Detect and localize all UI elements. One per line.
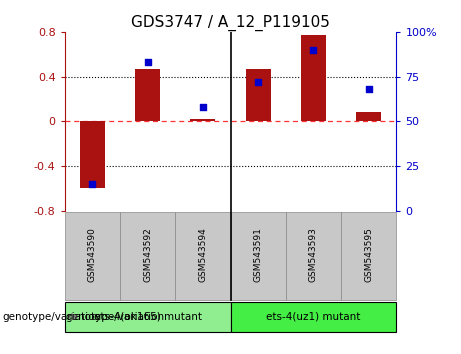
Text: genotype/variation: genotype/variation (2, 312, 101, 322)
Title: GDS3747 / A_12_P119105: GDS3747 / A_12_P119105 (131, 14, 330, 30)
Text: ets-4(ok165) mutant: ets-4(ok165) mutant (94, 312, 201, 322)
Point (89, 181, 96, 187)
Point (199, 104, 207, 110)
Text: GSM543593: GSM543593 (309, 227, 318, 282)
Point (310, 47, 317, 53)
Bar (80, 121, 105, 188)
Point (365, 86, 372, 92)
Text: GSM543591: GSM543591 (254, 227, 263, 282)
Text: GSM543595: GSM543595 (364, 227, 373, 282)
Bar (301, 35, 326, 121)
Bar (65, 212, 120, 300)
Text: GSM543594: GSM543594 (198, 227, 207, 282)
Bar (65, 302, 230, 332)
Bar (230, 212, 286, 300)
Point (254, 79, 262, 85)
Bar (230, 302, 396, 332)
Bar (356, 112, 381, 121)
Text: ets-4(uz1) mutant: ets-4(uz1) mutant (266, 312, 361, 322)
Bar (120, 212, 175, 300)
Bar (175, 212, 230, 300)
Bar (190, 119, 215, 121)
Point (144, 59, 151, 65)
Bar (246, 69, 271, 121)
Text: genotype/variation: genotype/variation (65, 312, 164, 322)
Bar (286, 212, 341, 300)
Bar (341, 212, 396, 300)
Text: GSM543590: GSM543590 (88, 227, 97, 282)
Bar (135, 69, 160, 121)
Text: GSM543592: GSM543592 (143, 227, 152, 282)
